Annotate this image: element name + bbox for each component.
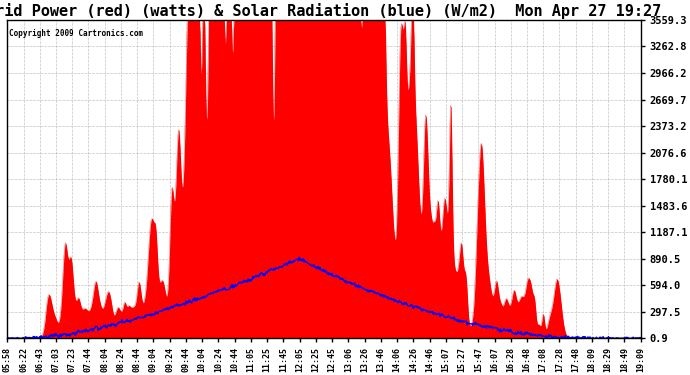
Text: Copyright 2009 Cartronics.com: Copyright 2009 Cartronics.com [8,30,143,39]
Title: Grid Power (red) (watts) & Solar Radiation (blue) (W/m2)  Mon Apr 27 19:27: Grid Power (red) (watts) & Solar Radiati… [0,3,662,19]
